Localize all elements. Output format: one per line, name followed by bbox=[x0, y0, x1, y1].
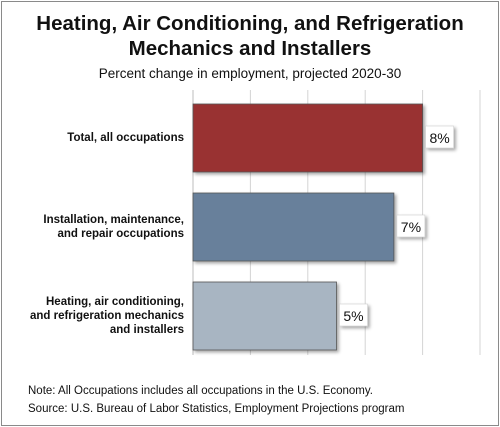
chart-title-line-2: Mechanics and Installers bbox=[128, 37, 372, 60]
category-label-1: Installation, maintenance, and repair occ… bbox=[14, 213, 184, 241]
data-label-2: 5% bbox=[343, 308, 363, 324]
chart-note: Note: All Occupations includes all occup… bbox=[28, 385, 373, 397]
data-label-1: 7% bbox=[401, 219, 421, 235]
data-label-0: 8% bbox=[429, 130, 449, 146]
data-label-box-1 bbox=[396, 214, 426, 238]
category-label-2: Heating, air conditioning, and refrigerat… bbox=[14, 295, 184, 337]
category-label-0: Total, all occupations bbox=[14, 131, 184, 145]
data-label-box-2 bbox=[339, 303, 368, 327]
category-label-line: Heating, air conditioning, bbox=[46, 296, 184, 308]
chart-subtitle: Percent change in employment, projected … bbox=[98, 66, 402, 81]
chart-title-line-1: Heating, Air Conditioning, and Refrigera… bbox=[36, 12, 464, 35]
category-label-line: Installation, maintenance, bbox=[43, 214, 184, 226]
bar-1 bbox=[192, 192, 395, 262]
category-label-line: Total, all occupations bbox=[67, 132, 184, 144]
category-label-line: and refrigeration mechanics bbox=[29, 310, 184, 322]
chart-source: Source: U.S. Bureau of Labor Statistics,… bbox=[28, 403, 405, 415]
bar-2 bbox=[192, 281, 337, 351]
bar-0 bbox=[192, 103, 424, 173]
data-label-box-0 bbox=[425, 125, 454, 149]
category-label-line: and installers bbox=[109, 324, 184, 336]
category-label-line: and repair occupations bbox=[57, 228, 184, 240]
